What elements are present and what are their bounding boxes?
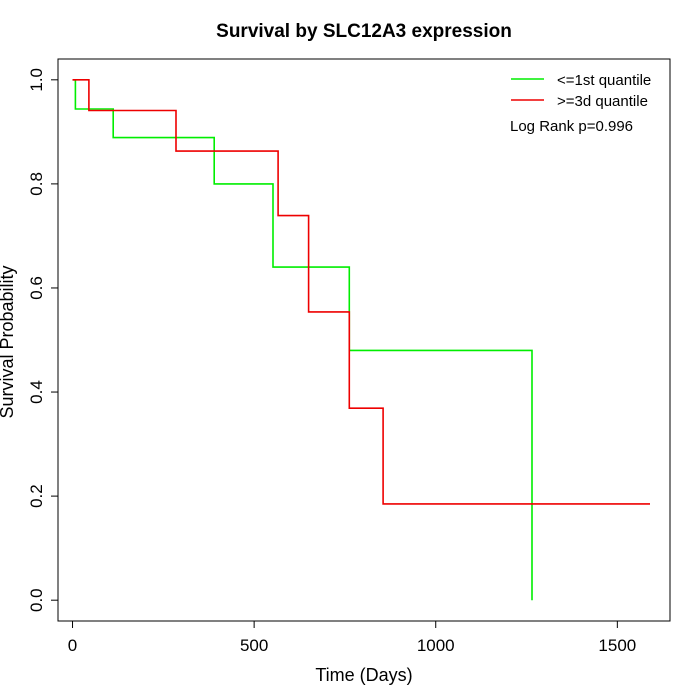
chart-title: Survival by SLC12A3 expression — [216, 21, 512, 42]
y-tick-label: 1.0 — [27, 68, 46, 92]
x-axis: 0 500 1000 1500 — [68, 620, 636, 655]
legend-label-series-0: <=1st quantile — [557, 72, 651, 89]
x-tick-label: 0 — [68, 636, 77, 655]
y-axis: 0.0 0.2 0.4 0.6 0.8 1.0 — [27, 68, 59, 612]
x-tick-label: 500 — [240, 636, 268, 655]
y-tick-label: 0.4 — [27, 380, 46, 404]
y-tick-label: 0.6 — [27, 276, 46, 300]
log-rank-annotation: Log Rank p=0.996 — [510, 118, 633, 135]
y-tick-label: 0.0 — [27, 588, 46, 612]
series-line-1 — [72, 79, 650, 505]
legend-label-series-1: >=3d quantile — [557, 93, 648, 110]
series-layer — [72, 79, 650, 601]
plot-area-frame — [57, 58, 671, 622]
x-axis-label: Time (Days) — [315, 665, 412, 685]
x-tick-label: 1000 — [417, 636, 455, 655]
legend: <=1st quantile >=3d quantile — [511, 72, 651, 110]
x-tick-label: 1500 — [598, 636, 636, 655]
y-axis-label: Survival Probability — [0, 265, 17, 418]
y-tick-label: 0.2 — [27, 484, 46, 508]
series-line-0 — [72, 79, 533, 601]
y-tick-label: 0.8 — [27, 172, 46, 196]
